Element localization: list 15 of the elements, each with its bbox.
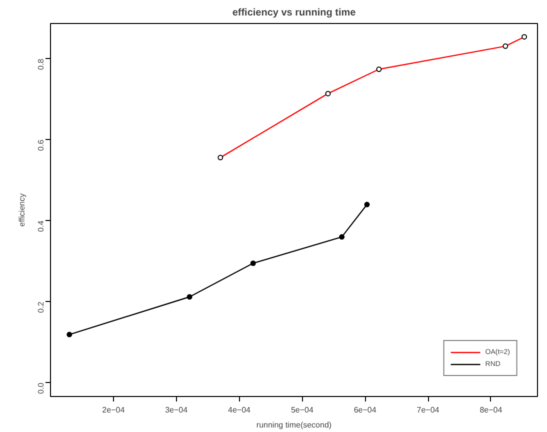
x-tick-label: 3e−04 — [165, 406, 188, 414]
y-axis-title: efficiency — [18, 193, 26, 227]
x-tick-label: 6e−04 — [354, 406, 377, 414]
x-tick-label: 5e−04 — [290, 406, 314, 414]
x-tick-label: 2e−04 — [102, 406, 126, 414]
y-tick-label: 0.6 — [36, 139, 46, 151]
x-tick-label: 8e−04 — [480, 406, 503, 414]
x-tick-label: 7e−04 — [416, 406, 440, 414]
y-tick-label: 0.4 — [36, 220, 46, 232]
x-axis-title: running time(second) — [256, 420, 332, 430]
y-tick-label: 0.8 — [36, 58, 46, 70]
y-tick-label: 0.2 — [36, 301, 46, 313]
chart-title: efficiency vs running time — [232, 8, 356, 18]
x-tick-label: 4e−04 — [228, 406, 252, 414]
y-tick-label: 0.0 — [36, 382, 46, 394]
